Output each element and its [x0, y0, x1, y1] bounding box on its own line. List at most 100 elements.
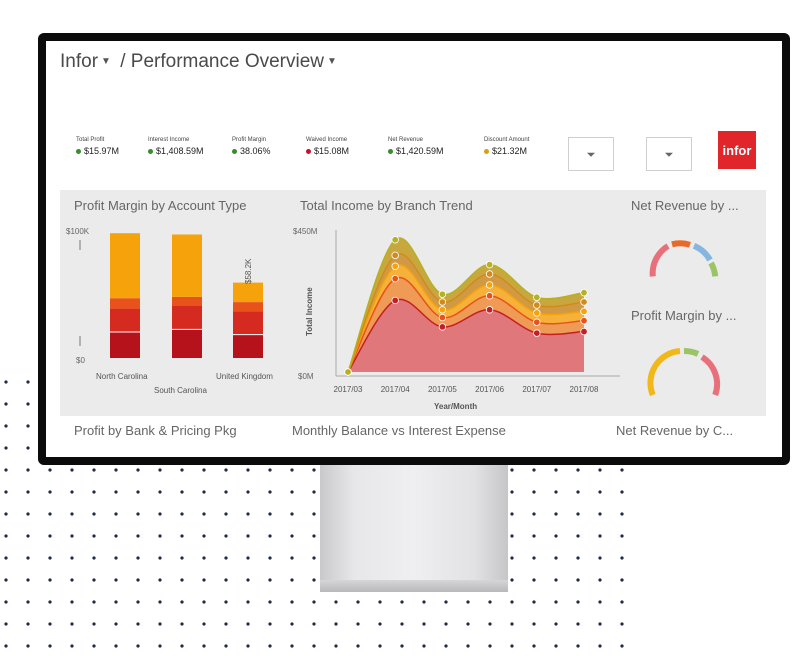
data-point[interactable] [533, 309, 541, 317]
grid-dot [246, 578, 250, 582]
bar-segment[interactable] [110, 233, 140, 299]
grid-dot [26, 534, 30, 538]
data-point[interactable] [533, 329, 541, 337]
data-point[interactable] [438, 306, 447, 314]
grid-dot [92, 578, 96, 582]
bar-segment[interactable] [233, 311, 263, 335]
grid-dot [202, 644, 206, 648]
data-point[interactable] [438, 313, 447, 322]
grid-dot [224, 644, 228, 648]
kpi-net-revenue[interactable]: Net Revenue $1,420.59M [388, 137, 444, 156]
gauge-segment [649, 243, 670, 277]
data-point[interactable] [533, 293, 541, 302]
data-point[interactable] [580, 327, 588, 336]
data-point[interactable] [580, 316, 588, 325]
grid-dot [4, 402, 8, 406]
grid-dot [26, 490, 30, 494]
page-title[interactable]: Performance Overview [130, 51, 325, 72]
grid-dot [268, 600, 272, 604]
grid-dot [92, 534, 96, 538]
grid-dot [180, 512, 184, 516]
bar-segment[interactable] [110, 332, 140, 358]
filter-dropdown-2[interactable] [646, 137, 692, 171]
area-series-fill[interactable] [348, 299, 584, 372]
data-point[interactable] [485, 306, 494, 314]
data-point[interactable] [485, 292, 494, 300]
data-point[interactable] [485, 260, 494, 269]
bar-segment[interactable] [172, 329, 202, 358]
data-point[interactable] [580, 298, 588, 306]
data-point[interactable] [391, 296, 399, 305]
grid-dot [4, 578, 8, 582]
data-point[interactable] [391, 274, 399, 283]
grid-dot [92, 644, 96, 648]
grid-dot [576, 468, 580, 472]
grid-dot [114, 556, 118, 560]
grid-dot [532, 600, 536, 604]
grid-dot [180, 600, 184, 604]
grid-dot [246, 556, 250, 560]
data-point[interactable] [485, 270, 494, 278]
panel-title-income-trend: Total Income by Branch Trend [300, 198, 473, 213]
data-point[interactable] [580, 307, 588, 316]
kpi-total-profit[interactable]: Total Profit $15.97M [76, 137, 119, 156]
bar-segment[interactable] [110, 298, 140, 309]
area-x-tick-label: 2017/08 [570, 385, 599, 394]
bar-segment[interactable] [110, 308, 140, 332]
data-point[interactable] [533, 301, 541, 309]
chart-panels: Profit Margin by Account Type Total Inco… [60, 190, 766, 416]
bar-segment[interactable] [233, 334, 263, 358]
data-point[interactable] [438, 290, 447, 298]
grid-dot [576, 600, 580, 604]
bar-segment[interactable] [233, 282, 263, 303]
data-point[interactable] [438, 298, 447, 306]
data-point[interactable] [485, 281, 494, 289]
infor-logo: infor [718, 131, 756, 169]
grid-dot [136, 534, 140, 538]
grid-dot [444, 600, 448, 604]
grid-dot [466, 622, 470, 626]
grid-dot [312, 468, 316, 472]
grid-dot [48, 490, 52, 494]
data-point[interactable] [533, 318, 541, 326]
kpi-discount-amount[interactable]: Discount Amount $21.32M [484, 137, 529, 156]
filter-dropdown-1[interactable] [568, 137, 614, 171]
net-revenue-gauge[interactable] [649, 240, 719, 277]
grid-dot [576, 534, 580, 538]
data-point[interactable] [344, 368, 352, 376]
grid-dot [554, 534, 558, 538]
data-point[interactable] [580, 288, 588, 297]
grid-dot [510, 534, 514, 538]
kpi-interest-income[interactable]: Interest Income $1,408.59M [148, 137, 204, 156]
panel-title-net-revenue: Net Revenue by ... [631, 198, 739, 213]
grid-dot [378, 622, 382, 626]
bar-y-min-label: $0 [76, 356, 85, 365]
data-point[interactable] [391, 236, 399, 244]
gauge-segment [708, 261, 719, 277]
grid-dot [92, 622, 96, 626]
page-dropdown-icon[interactable]: ▼ [327, 56, 337, 68]
grid-dot [290, 600, 294, 604]
bar-segment[interactable] [172, 306, 202, 330]
grid-dot [114, 490, 118, 494]
breadcrumb-root[interactable]: Infor [60, 51, 99, 72]
bar-segment[interactable] [233, 302, 263, 312]
kpi-waived-income[interactable]: Waived Income $15.08M [306, 137, 349, 156]
grid-dot [180, 490, 184, 494]
kpi-profit-margin[interactable]: Profit Margin 38.06% [232, 137, 271, 156]
kpi-value: 38.06% [240, 146, 271, 156]
kpi-label: Waived Income [306, 137, 348, 143]
data-point[interactable] [391, 262, 399, 270]
grid-dot [26, 600, 30, 604]
data-point[interactable] [391, 251, 399, 260]
root-dropdown-icon[interactable]: ▼ [101, 56, 111, 68]
grid-dot [136, 578, 140, 582]
grid-dot [356, 622, 360, 626]
bar-segment[interactable] [172, 296, 202, 306]
area-y-min-label: $0M [298, 372, 314, 381]
data-point[interactable] [438, 323, 447, 331]
bar-segment[interactable] [172, 234, 202, 297]
grid-dot [26, 578, 30, 582]
breadcrumb-separator: / [120, 51, 126, 72]
profit-margin-gauge[interactable] [647, 348, 721, 397]
